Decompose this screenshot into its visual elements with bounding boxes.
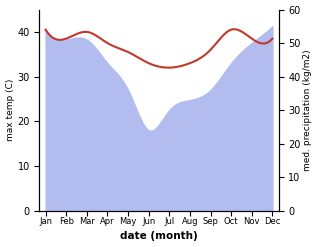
Y-axis label: med. precipitation (kg/m2): med. precipitation (kg/m2) [303, 49, 313, 171]
X-axis label: date (month): date (month) [120, 231, 198, 242]
Y-axis label: max temp (C): max temp (C) [5, 79, 15, 141]
